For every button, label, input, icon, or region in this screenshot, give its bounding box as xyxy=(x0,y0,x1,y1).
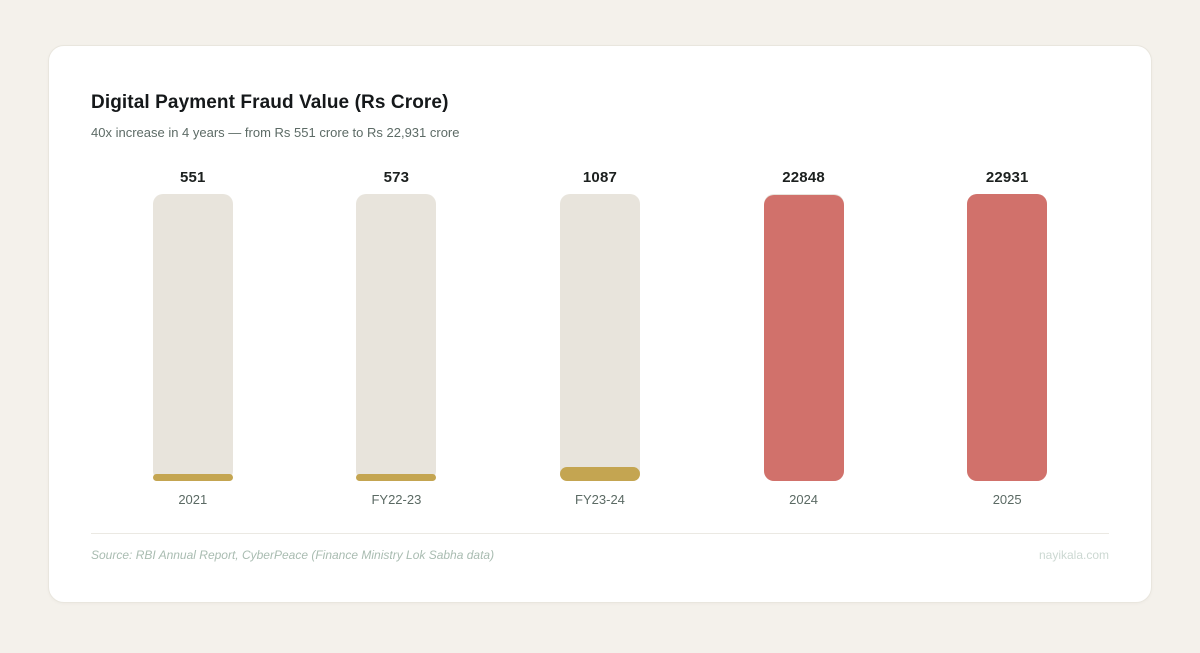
brand-watermark: nayikala.com xyxy=(1038,548,1109,562)
bar-value-label: 22931 xyxy=(985,169,1029,186)
bar-category-label: 2021 xyxy=(178,492,208,507)
bar-value-label: 22848 xyxy=(782,169,825,186)
bar-column: 22931 2025 xyxy=(905,168,1109,509)
bar-fill xyxy=(967,194,1048,481)
source-attribution: Source: RBI Annual Report, CyberPeace (F… xyxy=(91,548,495,562)
bar-value-label: 1087 xyxy=(582,169,618,186)
bar-column: 22848 2024 xyxy=(702,168,906,509)
bar-track xyxy=(967,194,1048,481)
bar-track xyxy=(356,194,437,481)
bar-category-label: FY23-24 xyxy=(575,492,625,507)
bar-chart: 551 2021 573 FY22-23 1087 FY23-24 22848 2024 229… xyxy=(91,168,1109,509)
bar-column: 551 2021 xyxy=(91,168,295,509)
bar-column: 573 FY22-23 xyxy=(295,168,499,509)
bar-value-label: 573 xyxy=(383,169,410,186)
bar-track xyxy=(152,194,233,481)
bar-track xyxy=(763,194,844,481)
chart-card-content: Digital Payment Fraud Value (Rs Crore) 4… xyxy=(49,46,1151,602)
footer-divider xyxy=(91,533,1109,534)
bar-category-label: FY22-23 xyxy=(371,492,422,507)
chart-title: Digital Payment Fraud Value (Rs Crore) xyxy=(91,92,449,113)
bar-value-label: 551 xyxy=(179,169,206,186)
bar-track xyxy=(559,194,640,481)
chart-subtitle: 40x increase in 4 years — from Rs 551 cr… xyxy=(91,125,460,140)
card-footer: Source: RBI Annual Report, CyberPeace (F… xyxy=(91,547,1109,563)
bar-column: 1087 FY23-24 xyxy=(498,168,702,509)
bar-fill xyxy=(356,474,437,481)
bar-category-label: 2025 xyxy=(992,492,1022,507)
bar-fill xyxy=(559,467,640,481)
bar-fill xyxy=(152,474,233,481)
bar-fill xyxy=(763,195,844,481)
chart-card: Digital Payment Fraud Value (Rs Crore) 4… xyxy=(48,45,1152,603)
bar-category-label: 2024 xyxy=(789,492,819,507)
